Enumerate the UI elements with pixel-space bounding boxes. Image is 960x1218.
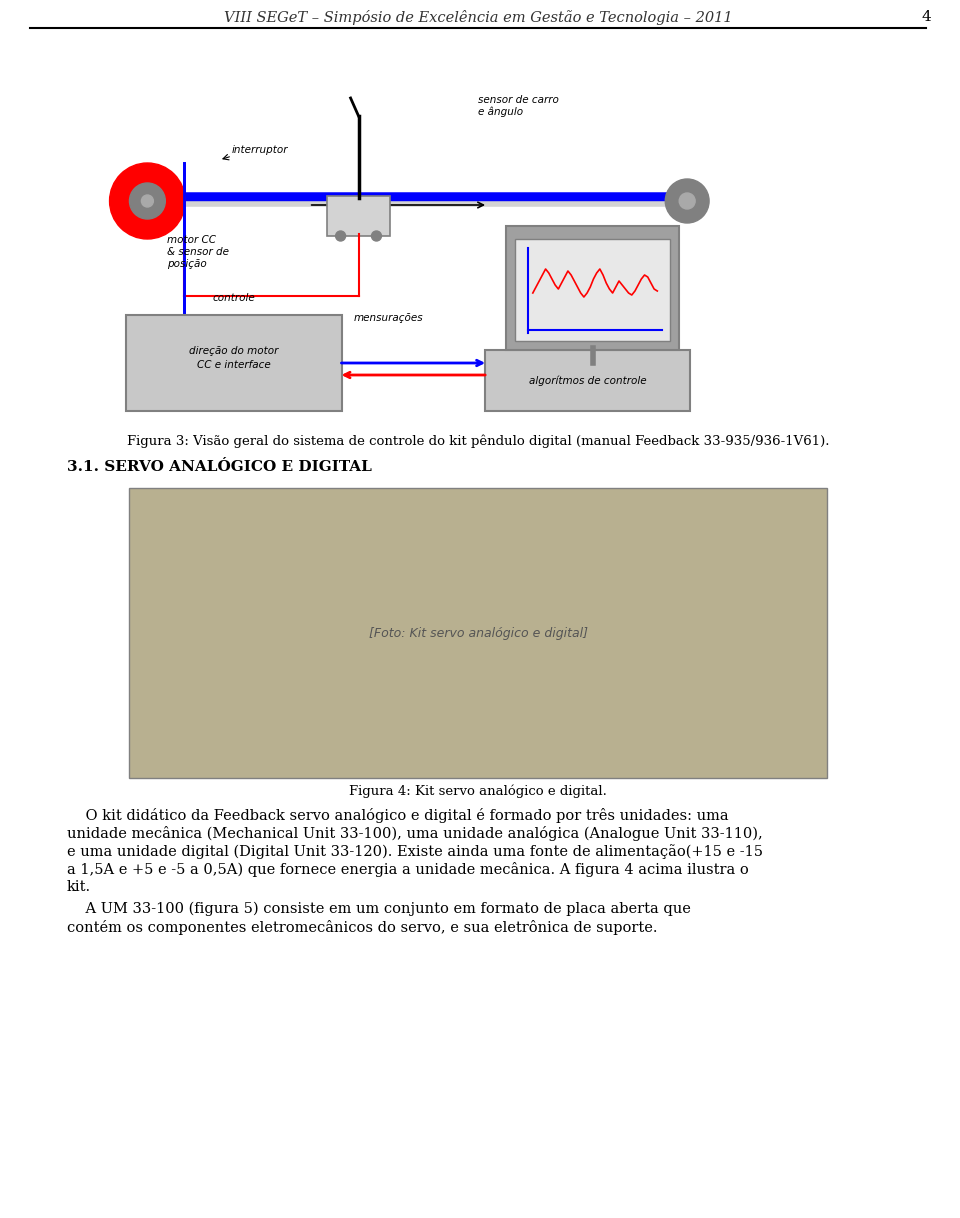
Text: unidade mecânica (Mechanical Unit 33-100), uma unidade analógica (Analogue Unit : unidade mecânica (Mechanical Unit 33-100… <box>67 826 762 840</box>
Text: Figura 4: Kit servo analógico e digital.: Figura 4: Kit servo analógico e digital. <box>349 784 607 799</box>
Text: 3.1. SERVO ANALÓGICO E DIGITAL: 3.1. SERVO ANALÓGICO E DIGITAL <box>67 460 372 474</box>
Circle shape <box>109 163 185 239</box>
Circle shape <box>680 192 695 209</box>
Text: e ângulo: e ângulo <box>478 106 523 117</box>
FancyBboxPatch shape <box>127 315 342 410</box>
FancyBboxPatch shape <box>100 63 756 428</box>
Circle shape <box>665 179 709 223</box>
Text: [Foto: Kit servo analógico e digital]: [Foto: Kit servo analógico e digital] <box>369 626 588 639</box>
Text: A UM 33-100 (figura 5) consiste em um conjunto em formato de placa aberta que: A UM 33-100 (figura 5) consiste em um co… <box>67 903 690 916</box>
Text: contém os componentes eletromecânicos do servo, e sua eletrônica de suporte.: contém os componentes eletromecânicos do… <box>67 920 658 935</box>
Text: interruptor: interruptor <box>232 145 289 155</box>
Text: controle: controle <box>212 294 254 303</box>
Text: mensurações: mensurações <box>353 313 423 323</box>
Text: & sensor de: & sensor de <box>167 247 229 257</box>
FancyBboxPatch shape <box>130 488 827 778</box>
FancyBboxPatch shape <box>506 227 680 350</box>
Text: motor CC: motor CC <box>167 235 216 245</box>
Text: a 1,5A e +5 e -5 a 0,5A) que fornece energia a unidade mecânica. A figura 4 acim: a 1,5A e +5 e -5 a 0,5A) que fornece ene… <box>67 862 749 877</box>
Text: e uma unidade digital (Digital Unit 33-120). Existe ainda uma fonte de alimentaç: e uma unidade digital (Digital Unit 33-1… <box>67 844 763 859</box>
FancyBboxPatch shape <box>485 350 690 410</box>
Text: O kit didático da Feedback servo analógico e digital é formado por três unidades: O kit didático da Feedback servo analógi… <box>67 808 729 823</box>
FancyBboxPatch shape <box>515 239 670 341</box>
Text: algorítmos de controle: algorítmos de controle <box>529 375 646 386</box>
Text: posição: posição <box>167 259 207 269</box>
Text: direção do motor: direção do motor <box>189 346 278 356</box>
Text: 4: 4 <box>922 10 931 24</box>
Circle shape <box>141 195 154 207</box>
Text: CC e interface: CC e interface <box>197 361 271 370</box>
Text: kit.: kit. <box>67 879 91 894</box>
Circle shape <box>130 183 165 219</box>
Text: sensor de carro: sensor de carro <box>478 95 559 105</box>
FancyBboxPatch shape <box>326 196 391 236</box>
Circle shape <box>336 231 346 241</box>
Text: Figura 3: Visão geral do sistema de controle do kit pêndulo digital (manual Feed: Figura 3: Visão geral do sistema de cont… <box>127 435 829 448</box>
Circle shape <box>372 231 381 241</box>
Text: VIII SEGeT – Simpósio de Excelência em Gestão e Tecnologia – 2011: VIII SEGeT – Simpósio de Excelência em G… <box>224 10 732 26</box>
